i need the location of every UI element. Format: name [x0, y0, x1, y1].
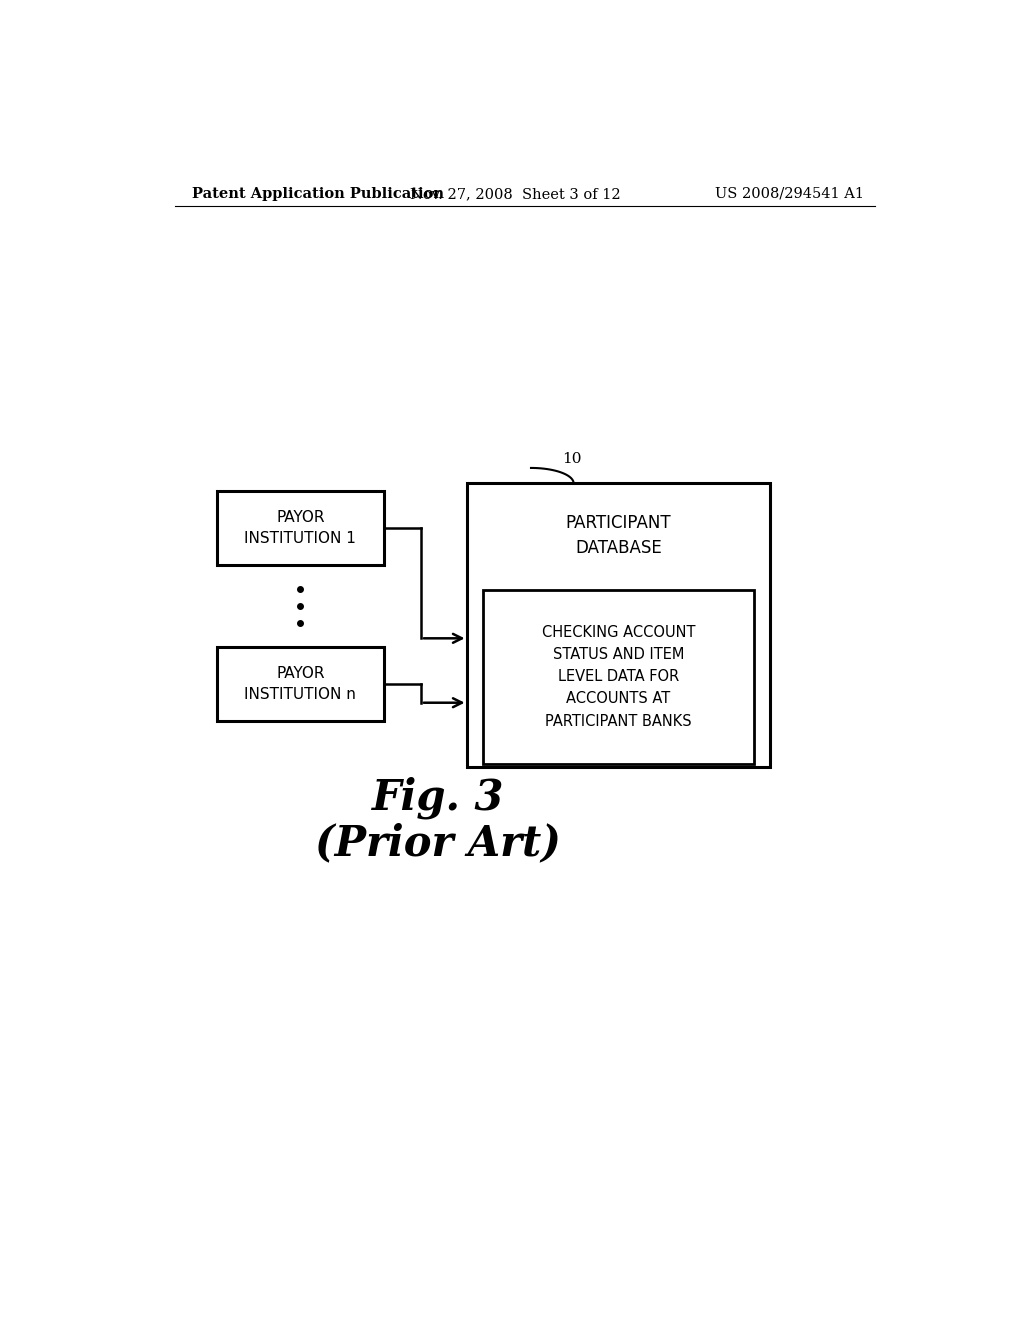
Text: CHECKING ACCOUNT
STATUS AND ITEM
LEVEL DATA FOR
ACCOUNTS AT
PARTICIPANT BANKS: CHECKING ACCOUNT STATUS AND ITEM LEVEL D… [542, 624, 695, 729]
Bar [467, 483, 770, 767]
Text: (Prior Art): (Prior Art) [315, 822, 561, 865]
Bar [217, 647, 384, 721]
Text: PAYOR
INSTITUTION 1: PAYOR INSTITUTION 1 [245, 510, 356, 546]
Text: PAYOR
INSTITUTION n: PAYOR INSTITUTION n [245, 665, 356, 701]
Text: PARTICIPANT
DATABASE: PARTICIPANT DATABASE [566, 515, 672, 557]
Text: US 2008/294541 A1: US 2008/294541 A1 [715, 187, 864, 201]
Text: Nov. 27, 2008  Sheet 3 of 12: Nov. 27, 2008 Sheet 3 of 12 [411, 187, 621, 201]
Text: Patent Application Publication: Patent Application Publication [191, 187, 443, 201]
Text: Fig. 3: Fig. 3 [372, 776, 504, 818]
Bar [483, 590, 755, 763]
Bar [217, 491, 384, 565]
Text: 10: 10 [562, 453, 582, 466]
